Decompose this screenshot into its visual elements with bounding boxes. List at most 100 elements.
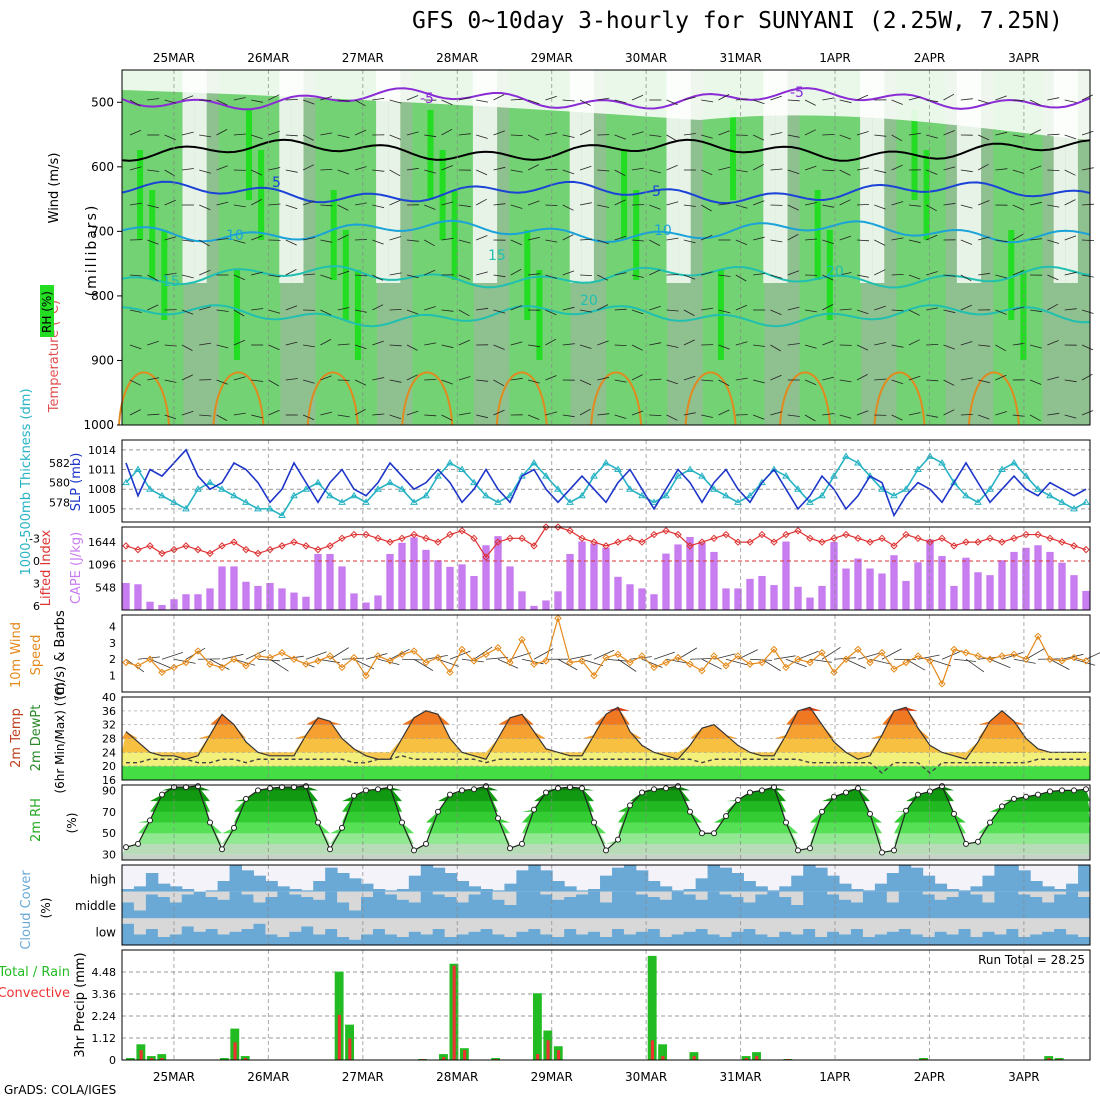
wind-barb [891, 379, 904, 385]
wind10-barb [221, 653, 244, 660]
rh2-ytick-label: 30 [102, 849, 116, 862]
rh2-point [315, 819, 321, 826]
wind-barb [302, 164, 315, 171]
cloud-cell-middle [611, 891, 625, 919]
cloud-cell-middle [994, 891, 1007, 919]
rh-high-band [342, 230, 349, 320]
wind-barb [1064, 414, 1077, 419]
wind-barb [995, 95, 1007, 101]
cape-bar [902, 580, 910, 610]
cloud-gap-low [707, 918, 721, 935]
cloud-cell-middle [743, 902, 756, 919]
wind-barb [528, 273, 541, 276]
cape-bar [770, 585, 778, 610]
cloud-gap-middle [349, 891, 362, 911]
cloud-cell-low [133, 934, 147, 945]
rh2-point [507, 845, 513, 852]
wind-barb [285, 378, 298, 381]
cloud-cell-low [839, 934, 852, 945]
rh2-point [207, 819, 213, 826]
rh2-ylabel: 2m RH [29, 798, 44, 842]
precip-conv-bar [442, 1057, 446, 1060]
cloud-level-label: middle [75, 899, 116, 913]
thickness-line-point [734, 498, 742, 505]
cloud-gap-low [432, 918, 446, 929]
thickness-line-point [1010, 458, 1018, 466]
wind-barb [666, 309, 679, 312]
li-point [1058, 538, 1066, 546]
cape-bar [134, 584, 142, 610]
wind-barb [493, 344, 505, 350]
precip-conv-bar [233, 1042, 237, 1060]
li-ytick-label: -3 [29, 532, 40, 545]
cloud-cell-high [1006, 865, 1019, 892]
wind-barb [562, 134, 575, 138]
wind-barb [960, 304, 972, 311]
contour-label: 20 [826, 264, 844, 280]
wind-barb [562, 234, 574, 241]
wind10-ytick-label: 1 [109, 670, 116, 683]
cloud-cell-middle [922, 894, 936, 919]
cloud-cell-high [1054, 889, 1067, 892]
wind-barb [372, 377, 385, 381]
wind10-barb [845, 658, 867, 669]
rh-dry-band [291, 70, 304, 283]
cloud-cell-low [671, 934, 685, 945]
rh2-point [651, 786, 657, 793]
wind-barb [1047, 412, 1060, 416]
wind-barb [718, 166, 731, 171]
cloud-cell-middle [862, 891, 876, 919]
cloud-gap-middle [934, 891, 948, 900]
cloud-cell-middle [934, 899, 948, 919]
cloud-cell-low [850, 929, 864, 945]
precip-conv-bar [243, 1058, 248, 1060]
wind-barb [597, 376, 610, 381]
wind-barb [354, 99, 366, 107]
wind-barb [1064, 308, 1077, 311]
wind-barb [1012, 169, 1025, 174]
rh2-point [147, 817, 153, 824]
rh-dry-band [182, 70, 195, 283]
wind-barb [424, 134, 437, 138]
wind10-point [590, 671, 598, 680]
wind-barb [856, 309, 869, 315]
cloud-gap-middle [600, 891, 613, 903]
precip-legend-conv: Convective [0, 986, 70, 1001]
wind-barb [285, 269, 297, 276]
thickness-line-point [794, 485, 802, 492]
cloud-cell-high [588, 889, 601, 892]
cloud-gap-low [576, 918, 589, 935]
cloud-cell-high [755, 886, 768, 892]
cloud-gap-middle [1030, 891, 1043, 897]
li-ytick-label: 0 [33, 555, 40, 568]
thickness-line-point [614, 465, 622, 473]
wind-barb [181, 410, 194, 416]
wind-barb [908, 339, 920, 346]
rh-band [642, 70, 656, 425]
thickness-line-point [530, 458, 538, 466]
cloud-cell-low [874, 934, 888, 945]
rh2-point [687, 808, 693, 815]
rh-band [460, 70, 474, 425]
wind-barb [199, 414, 212, 417]
wind-barb [389, 272, 402, 276]
wind-barb [649, 269, 661, 276]
wind-barb [718, 379, 730, 386]
cloud-gap-middle [970, 891, 983, 895]
wind-barb [770, 344, 782, 352]
wind-barb [337, 270, 350, 276]
precip-run-total: Run Total = 28.25 [978, 953, 1085, 967]
wind10-barb [965, 658, 985, 673]
rh2-point [963, 840, 969, 847]
precip-ytick-label: 1.12 [92, 1032, 117, 1045]
wind-barb [701, 379, 714, 382]
cloud-ylabel: Cloud Cover [19, 870, 34, 950]
wind-barb [251, 134, 263, 140]
wind-barb [995, 309, 1007, 315]
wind-barb [1047, 340, 1059, 346]
wind-barb [164, 272, 177, 276]
wind10-point [134, 662, 142, 670]
thickness-ytick-label: 580 [49, 477, 70, 490]
wind10-point [734, 652, 742, 660]
wind-barb [770, 95, 782, 101]
